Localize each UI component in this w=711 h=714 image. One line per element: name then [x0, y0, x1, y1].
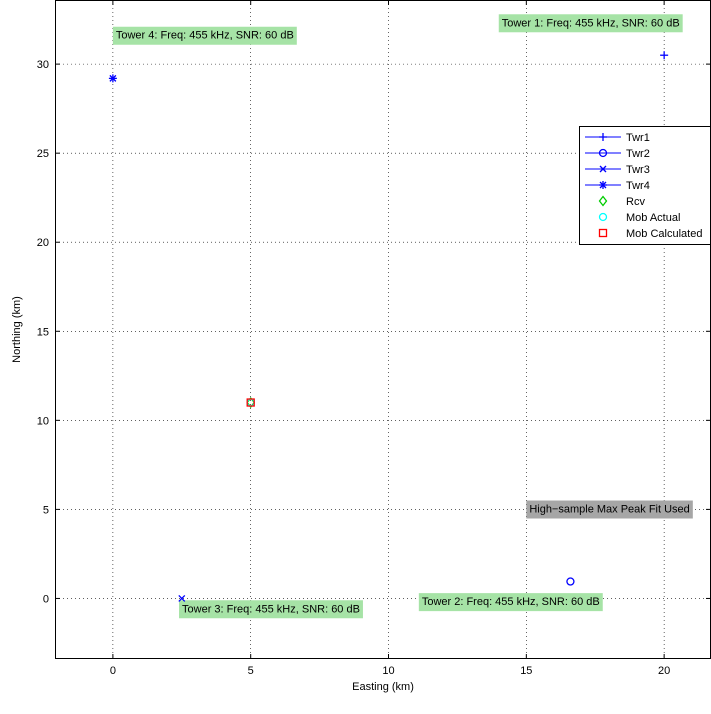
annotation-background: [179, 600, 363, 619]
annotation-text: Tower 1: Freq: 455 kHz, SNR: 60 dB: [502, 17, 680, 29]
annotation-background: [418, 593, 603, 612]
y-tick-label: 15: [37, 326, 49, 338]
y-tick-label: 5: [43, 504, 49, 516]
legend-label-twr1: Twr1: [626, 132, 650, 144]
annotation-box: Tower 3: Freq: 455 kHz, SNR: 60 dB: [179, 600, 363, 619]
legend-marker-twr3-stroke: [599, 165, 607, 173]
legend-marker-twr1: [599, 133, 607, 141]
legend-marker-twr4: [599, 181, 607, 189]
point-twr2: [566, 577, 575, 586]
legend-label-twr3: Twr3: [626, 164, 650, 176]
annotation-text: Tower 2: Freq: 455 kHz, SNR: 60 dB: [422, 596, 600, 608]
legend-marker-rcv: [598, 195, 608, 207]
annotation-text: Tower 4: Freq: 455 kHz, SNR: 60 dB: [116, 30, 294, 42]
legend-marker-rcv-shape: [598, 195, 608, 207]
y-tick-label: 25: [37, 148, 49, 160]
grid: [55, 0, 711, 659]
axis-ticks: 0 5 10 15 20 0 5 10 15 20 25 30: [37, 0, 711, 677]
point-twr2-shape: [566, 577, 575, 586]
annotation-box: Tower 4: Freq: 455 kHz, SNR: 60 dB: [112, 26, 297, 45]
legend-label-twr2: Twr2: [626, 148, 650, 160]
legend-marker-twr2: [598, 148, 608, 158]
y-axis-label: Northing (km): [11, 296, 23, 363]
y-tick-label: 0: [43, 593, 49, 605]
y-tick-label: 30: [37, 59, 49, 71]
annotation-background: [498, 14, 683, 33]
legend-marker-mob-actual-shape: [598, 212, 608, 222]
x-axis-label: Easting (km): [352, 681, 414, 693]
y-tick-label: 20: [37, 237, 49, 249]
annotation-box: Tower 2: Freq: 455 kHz, SNR: 60 dB: [418, 593, 603, 612]
y-tick-label: 10: [37, 415, 49, 427]
legend-label-mob-actual: Mob Actual: [626, 212, 680, 224]
legend-label-rcv: Rcv: [626, 196, 645, 208]
x-tick-label: 15: [520, 665, 532, 677]
point-rcv-shape: [246, 396, 256, 409]
annotation-box: Tower 1: Freq: 455 kHz, SNR: 60 dB: [498, 14, 683, 33]
point-twr4: [108, 74, 117, 83]
legend-marker-mob-actual: [598, 212, 608, 222]
point-twr3: [178, 594, 186, 602]
data-markers: [108, 51, 669, 602]
legend-marker-twr4-stroke: [599, 181, 607, 189]
legend-label-mob-calculated: Mob Calculated: [626, 228, 702, 240]
point-twr3-stroke: [178, 594, 186, 602]
annotation-background: [526, 500, 693, 519]
annotation-text: High−sample Max Peak Fit Used: [529, 504, 689, 516]
legend-marker-mob-calculated: [598, 228, 608, 238]
annotation-box: High−sample Max Peak Fit Used: [526, 500, 693, 519]
annotation-background: [112, 26, 297, 45]
point-twr4-stroke: [109, 74, 117, 82]
point-mob-calculated-shape: [246, 398, 255, 407]
legend-marker-twr3: [599, 165, 607, 173]
x-tick-label: 20: [658, 665, 670, 677]
x-tick-label: 0: [110, 665, 116, 677]
legend-label-twr4: Twr4: [626, 180, 650, 192]
point-mob-calculated: [246, 398, 255, 407]
x-tick-label: 5: [248, 665, 254, 677]
point-twr1: [660, 51, 669, 60]
legend-marker-mob-calculated-shape: [598, 228, 608, 238]
point-rcv: [246, 396, 256, 409]
legend: Twr1 Twr2 Twr3 Twr4 Rcv Mob Actual Mob Calcula…: [579, 126, 711, 245]
legend-marker-twr2-shape: [598, 148, 608, 158]
x-tick-label: 10: [382, 665, 394, 677]
annotations: Tower 1: Freq: 455 kHz, SNR: 60 dB Tower …: [112, 14, 693, 619]
annotation-text: Tower 3: Freq: 455 kHz, SNR: 60 dB: [182, 603, 360, 615]
